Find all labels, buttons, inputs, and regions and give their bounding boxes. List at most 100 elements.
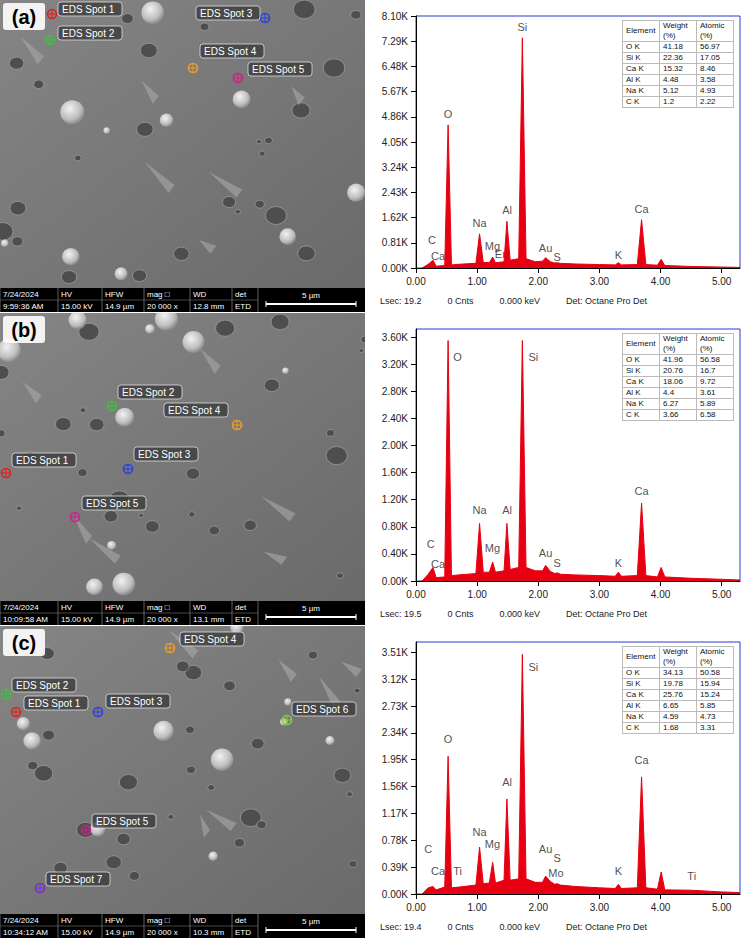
svg-text:EDS Spot 3: EDS Spot 3: [138, 449, 191, 460]
svg-text:Ca: Ca: [431, 865, 446, 877]
svg-text:K: K: [615, 249, 623, 261]
svg-text:0.39K: 0.39K: [382, 862, 408, 873]
svg-text:O: O: [453, 351, 462, 363]
svg-text:S: S: [554, 852, 561, 864]
svg-text:EDS Spot 1: EDS Spot 1: [28, 698, 81, 709]
svg-text:3.60K: 3.60K: [382, 332, 408, 343]
svg-text:5.00: 5.00: [712, 902, 732, 913]
svg-text:HFW: HFW: [105, 916, 124, 925]
svg-text:Al: Al: [502, 204, 512, 216]
svg-text:Na: Na: [473, 217, 488, 229]
svg-text:3.00: 3.00: [590, 589, 610, 600]
svg-text:13.1 mm: 13.1 mm: [193, 615, 224, 624]
svg-text:WD: WD: [193, 603, 207, 612]
svg-text:Ca: Ca: [431, 250, 446, 262]
svg-text:9:59:36 AM: 9:59:36 AM: [3, 302, 44, 311]
svg-text:5 µm: 5 µm: [302, 917, 320, 926]
svg-text:0.40K: 0.40K: [382, 548, 408, 559]
svg-text:S: S: [554, 251, 561, 263]
svg-text:Mg: Mg: [485, 838, 500, 850]
svg-text:Au: Au: [539, 242, 552, 254]
svg-text:Ti: Ti: [687, 870, 696, 882]
svg-text:3.51K: 3.51K: [382, 647, 408, 658]
svg-text:C: C: [427, 538, 435, 550]
svg-text:4.00: 4.00: [651, 589, 671, 600]
svg-text:0.00K: 0.00K: [382, 576, 408, 587]
svg-text:2.00: 2.00: [529, 589, 549, 600]
svg-text:1.95K: 1.95K: [382, 754, 408, 765]
svg-text:Si: Si: [517, 21, 527, 33]
svg-text:Si: Si: [528, 661, 538, 673]
svg-text:EDS Spot 7: EDS Spot 7: [50, 874, 103, 885]
svg-text:EDS Spot 3: EDS Spot 3: [110, 696, 163, 707]
svg-text:2.43K: 2.43K: [382, 187, 408, 198]
svg-text:7/24/2024: 7/24/2024: [3, 916, 39, 925]
svg-text:Na: Na: [473, 826, 488, 838]
svg-text:5.00: 5.00: [712, 589, 732, 600]
svg-text:3.24K: 3.24K: [382, 162, 408, 173]
svg-text:15.00 kV: 15.00 kV: [61, 615, 93, 624]
svg-text:4.05K: 4.05K: [382, 137, 408, 148]
svg-text:C: C: [424, 843, 432, 855]
svg-text:3.00: 3.00: [590, 276, 610, 287]
svg-text:Mg: Mg: [485, 542, 500, 554]
svg-text:Al: Al: [502, 504, 512, 516]
svg-text:EDS Spot 5: EDS Spot 5: [252, 64, 305, 75]
svg-text:EDS Spot 4: EDS Spot 4: [184, 634, 237, 645]
svg-text:3.12K: 3.12K: [382, 674, 408, 685]
svg-text:WD: WD: [193, 290, 207, 299]
svg-text:ETD: ETD: [235, 302, 251, 311]
svg-text:WD: WD: [193, 916, 207, 925]
svg-text:1.17K: 1.17K: [382, 808, 408, 819]
svg-text:S: S: [554, 557, 561, 569]
svg-text:10:09:58 AM: 10:09:58 AM: [3, 615, 48, 624]
svg-text:(c): (c): [12, 632, 36, 654]
svg-text:EDS Spot 5: EDS Spot 5: [86, 498, 139, 509]
svg-text:15.00 kV: 15.00 kV: [61, 928, 93, 937]
svg-text:Ti: Ti: [453, 865, 462, 877]
svg-text:det: det: [235, 916, 247, 925]
svg-text:det: det: [235, 290, 247, 299]
svg-text:0.78K: 0.78K: [382, 835, 408, 846]
svg-text:1.20K: 1.20K: [382, 494, 408, 505]
svg-text:EDS Spot 6: EDS Spot 6: [296, 704, 349, 715]
svg-text:det: det: [235, 603, 247, 612]
svg-text:12.8 mm: 12.8 mm: [193, 302, 224, 311]
svg-text:20 000 x: 20 000 x: [147, 615, 178, 624]
svg-text:20 000 x: 20 000 x: [147, 928, 178, 937]
svg-text:0.00: 0.00: [406, 589, 426, 600]
svg-text:EDS Spot 1: EDS Spot 1: [16, 455, 69, 466]
svg-text:Ca: Ca: [635, 485, 650, 497]
svg-text:2.00: 2.00: [529, 276, 549, 287]
svg-text:1.60K: 1.60K: [382, 467, 408, 478]
svg-text:Mo: Mo: [548, 867, 563, 879]
svg-text:EDS Spot 1: EDS Spot 1: [62, 4, 115, 15]
svg-text:0.00K: 0.00K: [382, 263, 408, 274]
svg-text:1.56K: 1.56K: [382, 781, 408, 792]
svg-text:4.00: 4.00: [651, 902, 671, 913]
svg-text:(b): (b): [11, 319, 37, 341]
svg-text:0.00K: 0.00K: [382, 889, 408, 900]
svg-text:HV: HV: [61, 290, 73, 299]
svg-text:mag □: mag □: [147, 916, 170, 925]
svg-text:K: K: [615, 865, 623, 877]
svg-text:EDS Spot 5: EDS Spot 5: [96, 816, 149, 827]
svg-text:Na: Na: [473, 504, 488, 516]
svg-text:HFW: HFW: [105, 603, 124, 612]
svg-text:0.00: 0.00: [406, 276, 426, 287]
svg-text:5 µm: 5 µm: [302, 604, 320, 613]
svg-text:O: O: [444, 108, 453, 120]
svg-text:5.67K: 5.67K: [382, 86, 408, 97]
svg-text:14.9 µm: 14.9 µm: [105, 302, 134, 311]
svg-text:1.62K: 1.62K: [382, 212, 408, 223]
svg-text:6.48K: 6.48K: [382, 61, 408, 72]
svg-text:10:34:12 AM: 10:34:12 AM: [3, 928, 48, 937]
svg-text:5 µm: 5 µm: [302, 291, 320, 300]
svg-text:7.29K: 7.29K: [382, 36, 408, 47]
svg-text:EDS Spot 2: EDS Spot 2: [122, 387, 175, 398]
svg-text:Ca: Ca: [635, 754, 650, 766]
svg-text:HV: HV: [61, 603, 73, 612]
svg-text:0.00: 0.00: [406, 902, 426, 913]
svg-text:EDS Spot 3: EDS Spot 3: [200, 8, 253, 19]
svg-text:mag □: mag □: [147, 290, 170, 299]
